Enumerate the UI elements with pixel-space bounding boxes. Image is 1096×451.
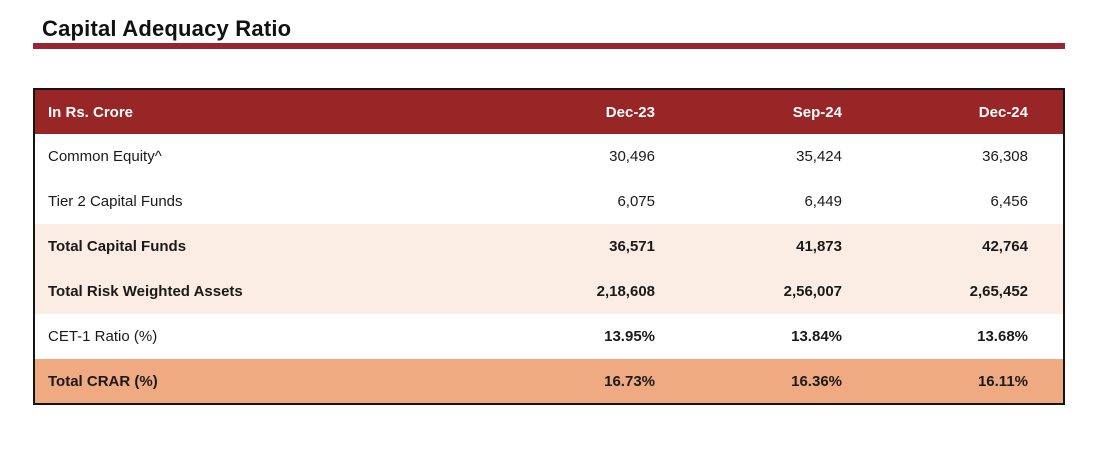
cell-value: 2,65,452	[877, 269, 1064, 314]
page-container: Capital Adequacy Ratio In Rs. Crore Dec-…	[33, 16, 1065, 405]
unit-label-header: In Rs. Crore	[34, 89, 503, 134]
row-label: Total Capital Funds	[34, 224, 503, 269]
cell-value: 6,456	[877, 179, 1064, 224]
cell-value: 16.11%	[877, 359, 1064, 404]
table-row: Total CRAR (%) 16.73% 16.36% 16.11%	[34, 359, 1064, 404]
cell-value: 13.84%	[690, 314, 877, 359]
table-header: In Rs. Crore Dec-23 Sep-24 Dec-24	[34, 89, 1064, 134]
capital-adequacy-table: In Rs. Crore Dec-23 Sep-24 Dec-24 Common…	[33, 88, 1065, 405]
cell-value: 13.95%	[503, 314, 690, 359]
table-row: Common Equity^ 30,496 35,424 36,308	[34, 134, 1064, 179]
table-header-row: In Rs. Crore Dec-23 Sep-24 Dec-24	[34, 89, 1064, 134]
table-row: Tier 2 Capital Funds 6,075 6,449 6,456	[34, 179, 1064, 224]
cell-value: 42,764	[877, 224, 1064, 269]
title-underline-rule	[33, 43, 1065, 49]
cell-value: 2,56,007	[690, 269, 877, 314]
column-header-dec-23: Dec-23	[503, 89, 690, 134]
cell-value: 16.36%	[690, 359, 877, 404]
cell-value: 16.73%	[503, 359, 690, 404]
cell-value: 2,18,608	[503, 269, 690, 314]
row-label: Tier 2 Capital Funds	[34, 179, 503, 224]
page-title: Capital Adequacy Ratio	[42, 16, 292, 41]
cell-value: 13.68%	[877, 314, 1064, 359]
table-row: CET-1 Ratio (%) 13.95% 13.84% 13.68%	[34, 314, 1064, 359]
column-header-sep-24: Sep-24	[690, 89, 877, 134]
row-label: Total CRAR (%)	[34, 359, 503, 404]
column-header-dec-24: Dec-24	[877, 89, 1064, 134]
cell-value: 30,496	[503, 134, 690, 179]
table-row: Total Risk Weighted Assets 2,18,608 2,56…	[34, 269, 1064, 314]
cell-value: 6,449	[690, 179, 877, 224]
table-body: Common Equity^ 30,496 35,424 36,308 Tier…	[34, 134, 1064, 404]
cell-value: 35,424	[690, 134, 877, 179]
cell-value: 6,075	[503, 179, 690, 224]
row-label: Common Equity^	[34, 134, 503, 179]
cell-value: 36,571	[503, 224, 690, 269]
cell-value: 41,873	[690, 224, 877, 269]
table-row: Total Capital Funds 36,571 41,873 42,764	[34, 224, 1064, 269]
cell-value: 36,308	[877, 134, 1064, 179]
row-label: CET-1 Ratio (%)	[34, 314, 503, 359]
row-label: Total Risk Weighted Assets	[34, 269, 503, 314]
